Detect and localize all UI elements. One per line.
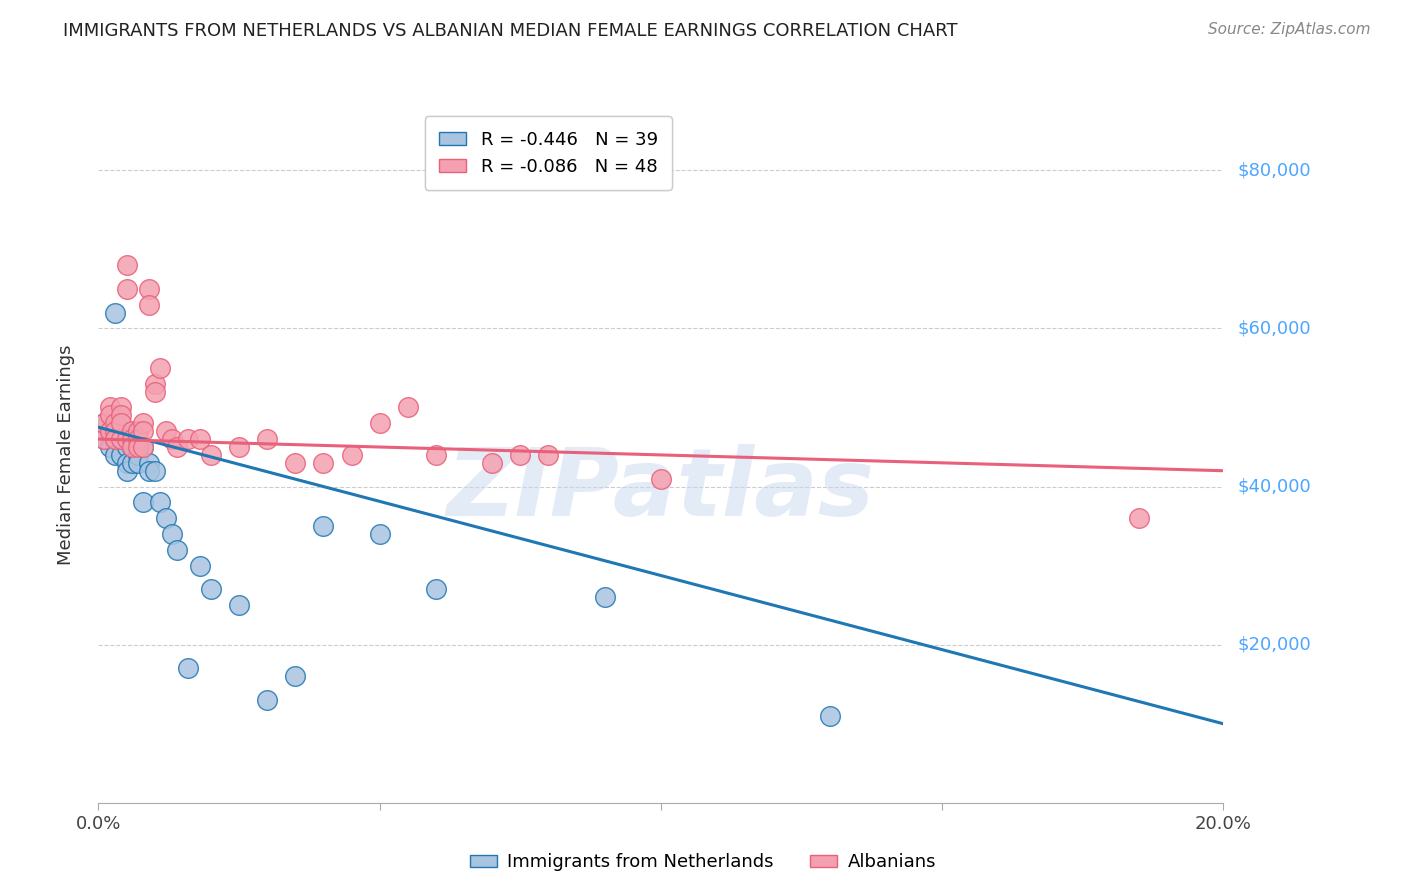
Point (340, 448, 363, 462)
Point (110, 417, 132, 431)
Point (98, 424, 121, 438)
Point (132, 440, 155, 454)
Point (149, 361, 172, 376)
Point (115, 282, 138, 296)
Point (138, 464, 160, 478)
Point (166, 440, 188, 454)
Point (121, 424, 143, 438)
Point (138, 282, 160, 296)
Point (93, 432, 115, 446)
Point (127, 424, 149, 438)
Text: $20,000: $20,000 (1237, 636, 1310, 654)
Text: ZIPatlas: ZIPatlas (447, 443, 875, 536)
Point (368, 417, 391, 431)
Point (312, 519, 335, 533)
Point (121, 456, 143, 470)
Point (256, 432, 278, 446)
Point (127, 440, 149, 454)
Point (115, 258, 138, 272)
Point (110, 424, 132, 438)
Point (104, 432, 127, 446)
Point (177, 432, 200, 446)
Point (138, 456, 160, 470)
Point (104, 424, 127, 438)
Point (93, 432, 115, 446)
Point (425, 582, 447, 597)
Point (143, 384, 166, 399)
Point (143, 464, 166, 478)
Point (155, 511, 177, 525)
Point (132, 440, 155, 454)
Point (650, 472, 672, 486)
Point (115, 464, 138, 478)
Point (149, 495, 172, 509)
Point (537, 448, 560, 462)
Point (1128, 511, 1150, 525)
Point (166, 542, 188, 557)
Point (115, 456, 138, 470)
Point (110, 401, 132, 415)
Point (481, 456, 503, 470)
Point (127, 448, 149, 462)
Point (132, 495, 155, 509)
Point (132, 424, 155, 438)
Point (396, 401, 419, 415)
Legend: R = -0.446   N = 39, R = -0.086   N = 48: R = -0.446 N = 39, R = -0.086 N = 48 (425, 116, 672, 190)
Point (132, 417, 155, 431)
Point (98, 409, 121, 423)
Point (312, 456, 335, 470)
Point (115, 440, 138, 454)
Legend: Immigrants from Netherlands, Albanians: Immigrants from Netherlands, Albanians (463, 847, 943, 879)
Point (110, 432, 132, 446)
Point (284, 669, 307, 683)
Point (188, 432, 211, 446)
Text: $80,000: $80,000 (1237, 161, 1310, 179)
Point (160, 527, 183, 541)
Point (121, 440, 143, 454)
Point (110, 432, 132, 446)
Point (121, 432, 143, 446)
Point (160, 432, 183, 446)
Point (98, 401, 121, 415)
Point (104, 305, 127, 319)
Point (115, 424, 138, 438)
Text: $40,000: $40,000 (1237, 477, 1310, 496)
Point (127, 432, 149, 446)
Point (127, 456, 149, 470)
Point (228, 440, 250, 454)
Point (284, 456, 307, 470)
Point (509, 448, 531, 462)
Point (425, 448, 447, 462)
Point (104, 432, 127, 446)
Point (93, 417, 115, 431)
Point (368, 527, 391, 541)
Point (121, 440, 143, 454)
Point (98, 440, 121, 454)
Point (138, 298, 160, 312)
Point (155, 424, 177, 438)
Point (110, 448, 132, 462)
Point (200, 582, 222, 597)
Point (110, 409, 132, 423)
Point (593, 591, 616, 605)
Text: IMMIGRANTS FROM NETHERLANDS VS ALBANIAN MEDIAN FEMALE EARNINGS CORRELATION CHART: IMMIGRANTS FROM NETHERLANDS VS ALBANIAN … (63, 22, 957, 40)
Point (98, 424, 121, 438)
Point (228, 598, 250, 612)
Point (188, 558, 211, 573)
Point (104, 448, 127, 462)
Point (818, 708, 841, 723)
Point (121, 432, 143, 446)
Point (115, 432, 138, 446)
Text: $60,000: $60,000 (1237, 319, 1310, 337)
Point (143, 376, 166, 391)
Text: Source: ZipAtlas.com: Source: ZipAtlas.com (1208, 22, 1371, 37)
Point (200, 448, 222, 462)
Point (104, 417, 127, 431)
Point (177, 661, 200, 675)
Point (93, 417, 115, 431)
Y-axis label: Median Female Earnings: Median Female Earnings (56, 344, 75, 566)
Point (256, 693, 278, 707)
